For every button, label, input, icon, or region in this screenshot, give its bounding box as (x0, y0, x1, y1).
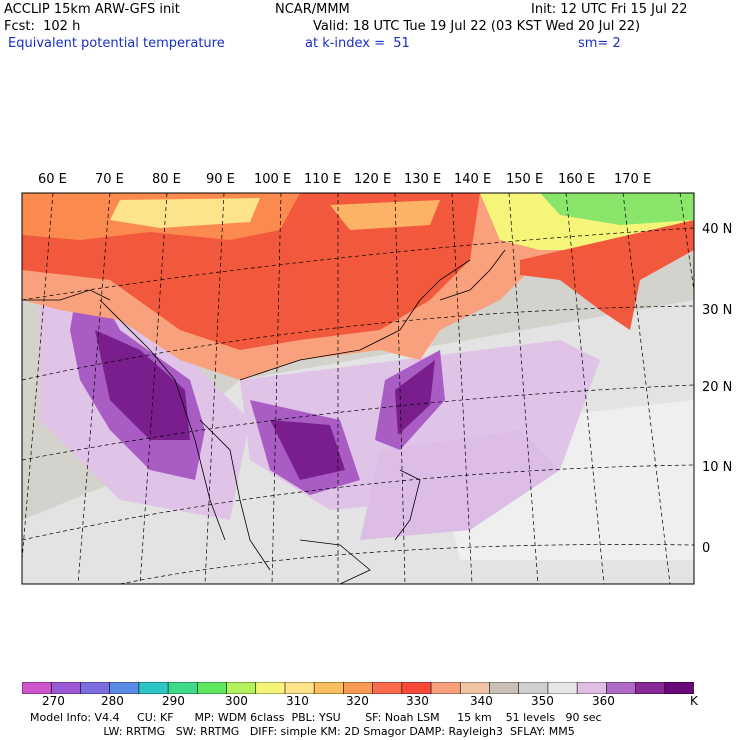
colorbar-swatch (664, 682, 694, 694)
colorbar-swatch (313, 682, 345, 694)
lon-label: 130 E (404, 172, 442, 187)
lon-label: 80 E (152, 172, 181, 187)
colorbar (22, 682, 694, 694)
colorbar-swatch (284, 682, 315, 694)
colorbar-swatch (401, 682, 432, 694)
coastline-china (239, 259, 471, 381)
colorbar-unit: K (690, 694, 698, 708)
colorbar-tick: 270 (42, 694, 65, 708)
lon-label: 100 E (254, 172, 292, 187)
colorbar-swatch (255, 682, 286, 694)
lat-label: 0 (702, 541, 711, 556)
lavender-south (360, 430, 560, 540)
colorbar-swatch (343, 682, 374, 694)
coastline-japan (439, 249, 506, 301)
graticule (22, 193, 694, 584)
map-frame (21, 192, 695, 585)
coastline-borneo (299, 539, 371, 584)
colorbar-swatch (167, 682, 199, 694)
colorbar-swatch (50, 682, 82, 694)
coastline-philippines (394, 469, 421, 541)
model-title: ACCLIP 15km ARW-GFS init (4, 2, 180, 17)
smoothing-label: sm= 2 (578, 36, 621, 51)
colorbar-swatch (138, 682, 169, 694)
lon-label: 110 E (304, 172, 342, 187)
model-info-line2: LW: RRTMG SW: RRTMG DIFF: simple KM: 2D … (30, 725, 575, 738)
org-label: NCAR/MMM (275, 2, 350, 17)
lon-label: 170 E (614, 172, 652, 187)
lon-label: 120 E (354, 172, 392, 187)
colorbar-swatch (226, 682, 257, 694)
deep-purple-indochina (270, 420, 345, 480)
lon-label: 70 E (95, 172, 124, 187)
lat-label: 30 N (702, 303, 733, 318)
colorbar-tick: 360 (592, 694, 615, 708)
colorbar-swatch (372, 682, 403, 694)
colorbar-swatch (547, 682, 578, 694)
field-name: Equivalent potential temperature (8, 36, 225, 51)
model-info-line1: Model Info: V4.4 CU: KF MP: WDM 6class P… (30, 711, 602, 724)
lon-label: 160 E (558, 172, 596, 187)
colorbar-tick: 310 (286, 694, 309, 708)
init-time: Init: 12 UTC Fri 15 Jul 22 (531, 2, 688, 17)
coastline-india (22, 289, 226, 541)
colorbar-swatch (576, 682, 608, 694)
lon-label: 60 E (38, 172, 67, 187)
level-label: at k-index = 51 (305, 36, 410, 51)
colorbar-swatch (109, 682, 140, 694)
deep-purple-sea (395, 360, 435, 435)
colorbar-tick: 340 (470, 694, 493, 708)
colorbar-tick: 350 (531, 694, 554, 708)
lon-label: 90 E (206, 172, 235, 187)
green-northeast (540, 193, 694, 225)
colorbar-swatch (518, 682, 549, 694)
colorbar-swatch (635, 682, 666, 694)
colorbar-swatch (80, 682, 111, 694)
lon-label: 150 E (506, 172, 544, 187)
valid-time: Valid: 18 UTC Tue 19 Jul 22 (03 KST Wed … (313, 19, 641, 34)
colorbar-tick: 280 (101, 694, 124, 708)
colorbar-swatch (197, 682, 228, 694)
colorbar-swatch (606, 682, 637, 694)
colorbar-swatch (430, 682, 462, 694)
lat-label: 40 N (702, 222, 733, 237)
colorbar-tick: 320 (346, 694, 369, 708)
yellow-patch (110, 198, 260, 228)
coastline-seasia (199, 419, 271, 571)
orange-patch (330, 200, 440, 230)
colorbar-tick: 290 (162, 694, 185, 708)
deep-purple-india (95, 330, 190, 440)
red-pacific-band (520, 220, 694, 330)
colorbar-tick: 300 (225, 694, 248, 708)
lat-label: 20 N (702, 380, 733, 395)
lat-label: 10 N (702, 460, 733, 475)
forecast-hour: Fcst: 102 h (4, 19, 81, 34)
colorbar-swatch (459, 682, 491, 694)
colorbar-tick: 330 (406, 694, 429, 708)
colorbar-swatch (22, 682, 53, 694)
lon-label: 140 E (454, 172, 492, 187)
colorbar-swatch (489, 682, 520, 694)
